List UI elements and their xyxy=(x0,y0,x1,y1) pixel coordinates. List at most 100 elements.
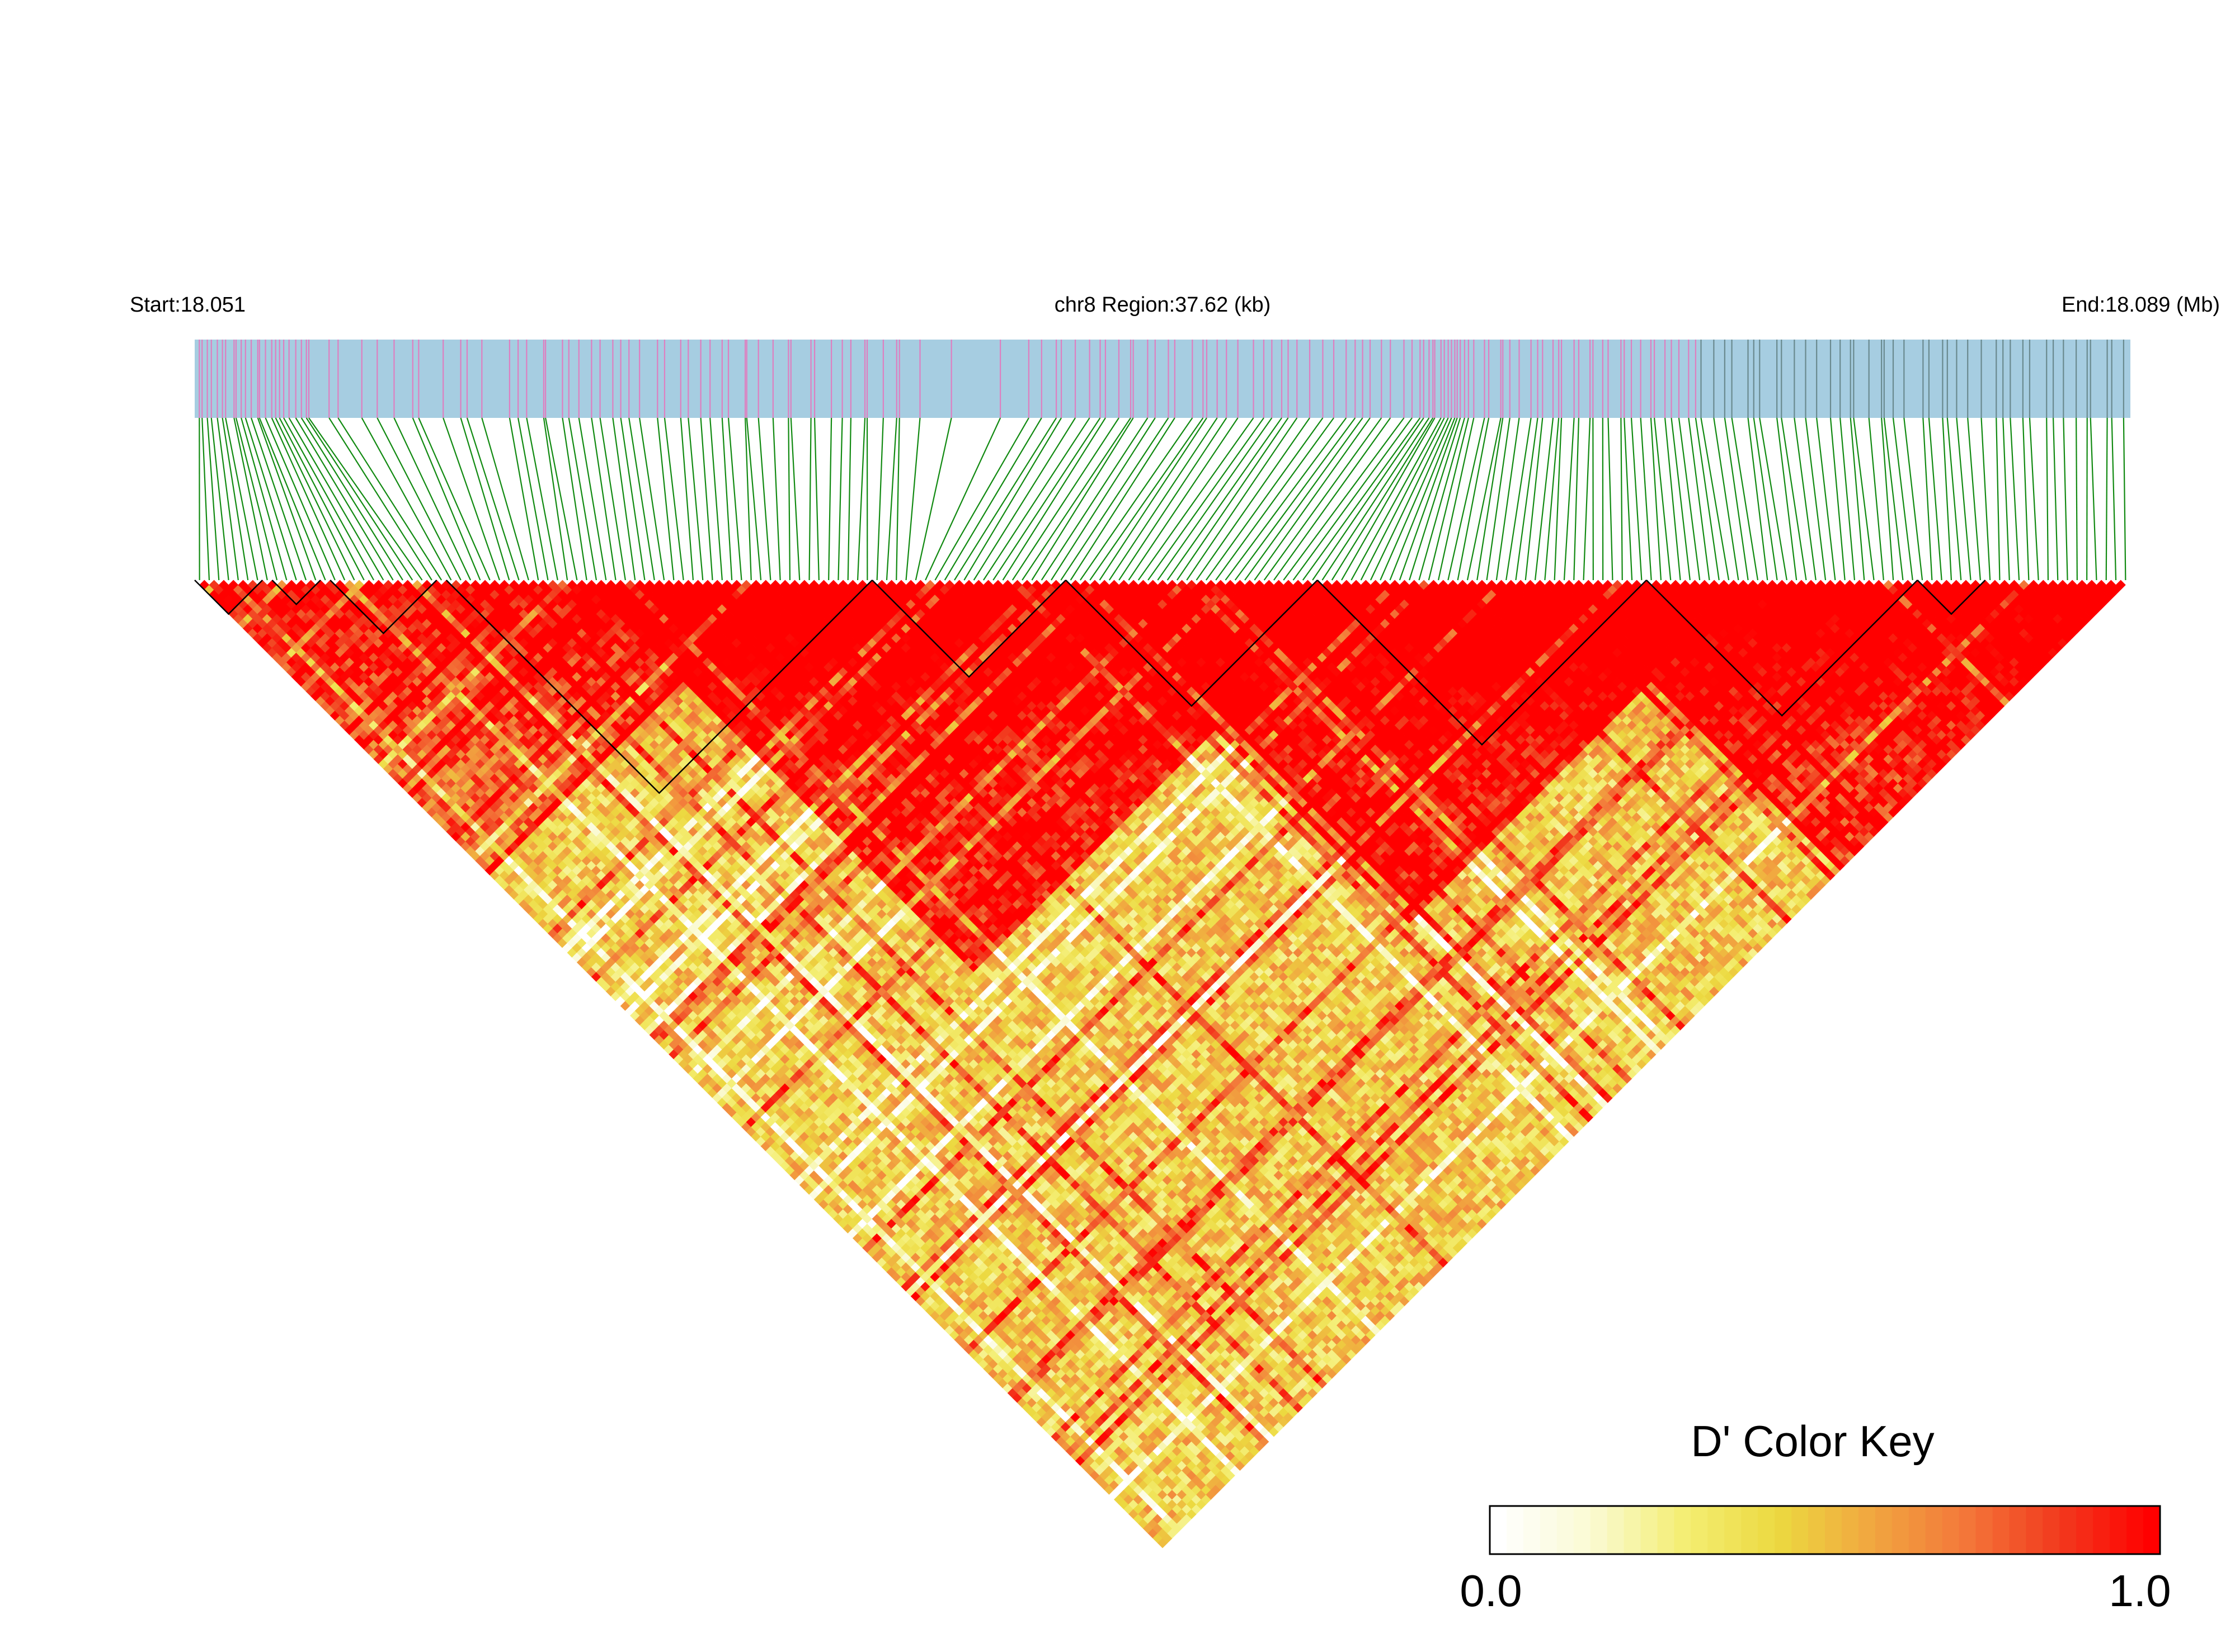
snp-connector xyxy=(241,417,288,581)
snp-connector xyxy=(222,417,249,581)
snp-connector xyxy=(526,417,558,581)
snp-connector xyxy=(788,417,791,581)
snp-connector xyxy=(1544,417,1560,581)
snp-connector xyxy=(412,417,481,581)
snp-connector xyxy=(1273,417,1391,581)
snp-connector xyxy=(1573,417,1580,581)
snp-connector xyxy=(1418,417,1465,581)
snp-position-track xyxy=(195,340,2130,418)
snp-connector xyxy=(2111,417,2117,581)
snp-connector xyxy=(1505,417,1532,581)
snp-connector xyxy=(1331,417,1434,581)
snp-connector xyxy=(1128,417,1239,581)
snp-connector xyxy=(1428,417,1469,581)
snp-connector xyxy=(1967,417,1981,581)
snp-connector xyxy=(925,417,1001,581)
snp-connector xyxy=(1678,417,1701,581)
snp-connector xyxy=(1713,417,1739,581)
snp-connector xyxy=(1292,417,1413,581)
snp-connector xyxy=(305,417,413,581)
snp-connector xyxy=(2029,417,2039,581)
snp-connector xyxy=(1776,417,1798,581)
snp-connector xyxy=(418,417,491,581)
snp-connector xyxy=(1147,417,1264,581)
snp-connector xyxy=(992,417,1101,581)
snp-connector xyxy=(1554,417,1563,581)
snp-connector xyxy=(1839,417,1856,581)
snp-connector xyxy=(1205,417,1324,581)
snp-connector xyxy=(1688,417,1710,581)
snp-connector xyxy=(772,417,781,581)
snp-connector xyxy=(2022,417,2030,581)
snp-connector xyxy=(1225,417,1347,581)
snp-connector xyxy=(1630,417,1643,581)
snp-connector xyxy=(1447,417,1485,581)
snp-connector xyxy=(308,417,423,581)
snp-connector xyxy=(808,417,812,581)
snp-connector xyxy=(509,417,539,581)
snp-connector xyxy=(251,417,307,581)
snp-connector xyxy=(688,417,704,581)
position-track-background xyxy=(195,340,2130,418)
snp-connector xyxy=(727,417,742,581)
snp-connector xyxy=(1607,417,1613,581)
snp-connector xyxy=(1928,417,1942,581)
snp-connector xyxy=(709,417,723,581)
snp-connector xyxy=(466,417,520,581)
snp-connector xyxy=(1254,417,1371,581)
snp-connector xyxy=(1234,417,1356,581)
snp-connector xyxy=(288,417,384,581)
snp-connector xyxy=(295,417,394,581)
snp-connector xyxy=(1157,417,1273,581)
snp-connector xyxy=(1118,417,1227,581)
snp-connector xyxy=(337,417,443,581)
snp-connector xyxy=(1850,417,1865,581)
snp-connector xyxy=(1650,417,1662,581)
snp-connector xyxy=(1892,417,1913,581)
snp-connector xyxy=(1389,417,1456,581)
snp-markers xyxy=(199,340,2124,418)
snp-connector xyxy=(206,417,220,581)
snp-connector xyxy=(258,417,326,581)
snp-connector xyxy=(954,417,1057,581)
snp-connector xyxy=(2090,417,2097,581)
snp-connector xyxy=(578,417,607,581)
snp-connector xyxy=(517,417,549,581)
snp-connector xyxy=(1695,417,1720,581)
snp-connector xyxy=(2052,417,2059,581)
snp-connector xyxy=(1196,417,1310,581)
snp-connector xyxy=(1829,417,1846,581)
snp-connector xyxy=(700,417,713,581)
ld-matrix-cells xyxy=(199,580,2126,1549)
snp-connector xyxy=(1816,417,1836,581)
snp-connector-lines xyxy=(199,417,2126,581)
snp-connector xyxy=(896,417,900,581)
snp-connector xyxy=(271,417,346,581)
snp-connector xyxy=(876,417,884,581)
snp-connector xyxy=(599,417,626,581)
snp-connector xyxy=(1747,417,1768,581)
snp-connector xyxy=(837,417,843,581)
snp-connector xyxy=(1108,417,1218,581)
snp-connector xyxy=(744,417,752,581)
snp-connector xyxy=(1437,417,1475,581)
snp-connector xyxy=(963,417,1062,581)
snp-connector xyxy=(1263,417,1382,581)
snp-connector xyxy=(1700,417,1730,581)
snp-connector xyxy=(201,417,210,581)
snp-connector xyxy=(1620,417,1623,581)
region-title-label: chr8 Region:37.62 (kb) xyxy=(1055,293,1271,317)
snp-connector xyxy=(1099,417,1207,581)
snp-connector xyxy=(1883,417,1904,581)
snp-connector xyxy=(265,417,336,581)
snp-connector xyxy=(377,417,462,581)
snp-connector xyxy=(460,417,510,581)
snp-connector xyxy=(1476,417,1504,581)
snp-connector xyxy=(2046,417,2049,581)
snp-connector xyxy=(217,417,239,581)
snp-connector xyxy=(1060,417,1169,581)
snp-connector xyxy=(1980,417,1991,581)
snp-connector xyxy=(1653,417,1672,581)
snp-connector xyxy=(1781,417,1807,581)
